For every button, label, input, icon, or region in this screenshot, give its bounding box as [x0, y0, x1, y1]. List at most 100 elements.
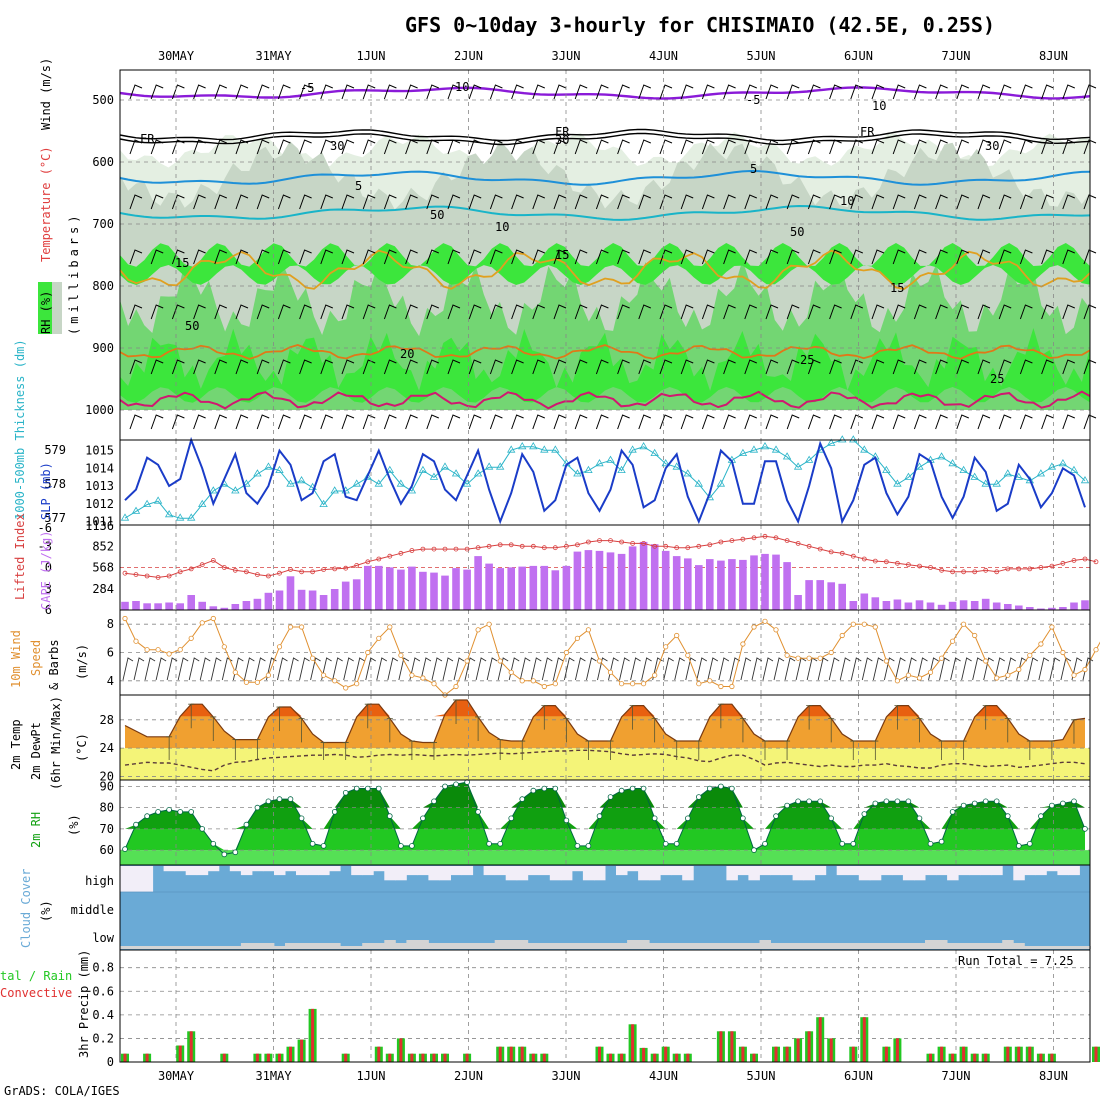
- cloud-high-gap: [980, 866, 992, 876]
- minmax-bar: [717, 703, 724, 729]
- wind-barb: [850, 414, 863, 430]
- li-point: [133, 572, 139, 577]
- rh-band-bright: [120, 328, 1090, 403]
- lifted-index-label: Lifted Index: [13, 513, 27, 600]
- cloud-low-bar: [505, 940, 518, 949]
- thickness-point: [198, 499, 207, 507]
- precip-convective-bar: [851, 1046, 855, 1062]
- wind10m-barb: [773, 657, 785, 681]
- rh2m-point: [398, 843, 404, 849]
- minmax-bar: [497, 739, 504, 760]
- li-point: [839, 550, 845, 556]
- wind10m-point: [287, 624, 294, 630]
- cloud-low-bar: [814, 943, 827, 949]
- wind-barb: [532, 414, 545, 430]
- wind-barb: [405, 139, 418, 155]
- cloud-low-bar: [461, 943, 474, 949]
- rh2m-point: [475, 809, 481, 815]
- wind10m-point: [740, 641, 746, 647]
- cloud-low-bar: [902, 943, 915, 949]
- wind-barb: [765, 194, 779, 210]
- li-point: [310, 569, 316, 575]
- wind-barb: [468, 414, 482, 430]
- thickness-point: [738, 448, 748, 456]
- rh2m-point: [872, 800, 879, 807]
- wind-barb: [574, 139, 588, 155]
- contour-label: 15: [555, 248, 569, 262]
- cloud-low-bar: [472, 943, 485, 949]
- thickness-point: [672, 462, 681, 470]
- thickness-point: [838, 435, 847, 443]
- wind10m-barb: [332, 657, 343, 681]
- wind-barb: [1019, 359, 1033, 375]
- wind10m-barb: [166, 657, 178, 681]
- wind-barb: [701, 139, 715, 155]
- cape-bar: [849, 601, 858, 610]
- li-point: [972, 569, 978, 575]
- rh2m-point: [718, 783, 724, 790]
- cloud-high-gap: [274, 866, 286, 876]
- wind10m-point: [155, 647, 161, 653]
- cloud-high-gap: [836, 866, 849, 876]
- cape-bar: [397, 569, 405, 610]
- wind-barb: [320, 359, 333, 375]
- slp-tick-1015: 1015: [85, 444, 114, 458]
- temp2m-tick-24: 24: [100, 741, 114, 755]
- pressure-tick-900: 900: [92, 341, 114, 355]
- wind-barb: [871, 414, 885, 430]
- cloud-high-gap: [207, 866, 220, 872]
- wind-barb: [574, 359, 588, 375]
- cape-bar: [595, 550, 604, 610]
- thickness-point: [1080, 476, 1090, 484]
- cape-bar: [463, 569, 471, 610]
- wind-barb: [617, 84, 630, 100]
- cloud-low-bar: [737, 943, 749, 949]
- bottom-date-label-1JUN: 1JUN: [357, 1069, 386, 1083]
- rh2m-point: [188, 809, 195, 815]
- wind-barb: [1019, 304, 1033, 320]
- li-point: [784, 538, 790, 543]
- contour-label: 30: [985, 139, 999, 153]
- wind-barb: [171, 304, 185, 320]
- wind-barb: [744, 304, 757, 320]
- rh2m-point: [618, 787, 625, 794]
- cape-bar: [672, 556, 681, 610]
- bottom-date-label-3JUN: 3JUN: [552, 1069, 581, 1083]
- li-point: [619, 539, 624, 545]
- rh2m-point: [232, 849, 239, 856]
- wind-barb: [553, 414, 567, 430]
- wind-barb: [744, 84, 757, 100]
- wind10m-point: [1093, 647, 1099, 653]
- li-point: [597, 538, 602, 543]
- wind10m-barb: [221, 657, 233, 681]
- wind-barb: [617, 359, 630, 375]
- wind-barb: [193, 414, 206, 430]
- wind10m-point: [166, 651, 172, 657]
- wind-barb: [1062, 414, 1075, 430]
- precip-convective-bar: [178, 1045, 182, 1062]
- contour-label: 30: [330, 139, 344, 153]
- wind10m-barb: [376, 657, 388, 681]
- wind-barb: [405, 249, 418, 265]
- wind10m-point: [387, 624, 393, 630]
- wind-barb: [341, 304, 355, 320]
- wind-barb: [1083, 139, 1097, 155]
- cloud-low-bar: [494, 940, 507, 949]
- wind-barb: [574, 414, 588, 430]
- rh2m-point: [1004, 813, 1011, 819]
- li-point: [762, 533, 768, 539]
- rh2m-point: [155, 809, 161, 815]
- wind10m-barb: [894, 657, 906, 681]
- rh2m-point: [541, 785, 548, 792]
- wind10m-barb: [1038, 657, 1050, 681]
- cloud-low-bar: [936, 940, 948, 949]
- minmax-bar: [1004, 717, 1011, 743]
- dewpoint-line: [124, 749, 1086, 772]
- minmax-bar: [320, 742, 327, 760]
- wind-barb: [383, 139, 397, 155]
- wind-barb: [214, 414, 227, 430]
- cloud-low-bar: [693, 943, 705, 949]
- thickness-point: [771, 445, 781, 453]
- rh2m-point: [409, 843, 415, 849]
- wind-barb: [383, 194, 397, 210]
